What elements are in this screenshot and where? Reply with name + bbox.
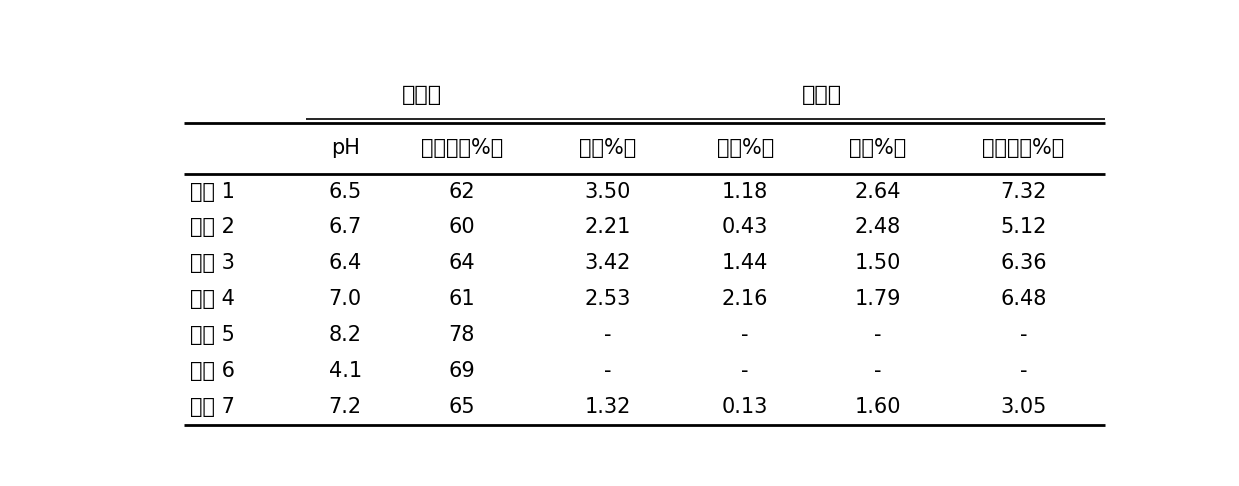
Text: 含水率（%）: 含水率（%） bbox=[421, 139, 503, 158]
Text: 7.32: 7.32 bbox=[1000, 182, 1047, 202]
Text: 配方 1: 配方 1 bbox=[190, 182, 234, 202]
Text: 钾（%）: 钾（%） bbox=[849, 139, 906, 158]
Text: 1.44: 1.44 bbox=[722, 253, 768, 274]
Text: -: - bbox=[1020, 325, 1027, 345]
Text: 1.60: 1.60 bbox=[855, 397, 901, 417]
Text: 78: 78 bbox=[449, 325, 475, 345]
Text: 配方 2: 配方 2 bbox=[190, 217, 234, 238]
Text: 61: 61 bbox=[449, 289, 475, 309]
Text: -: - bbox=[741, 325, 750, 345]
Text: 配方 4: 配方 4 bbox=[190, 289, 234, 309]
Text: 69: 69 bbox=[449, 361, 476, 381]
Text: 发酵后: 发酵后 bbox=[802, 85, 843, 104]
Text: -: - bbox=[873, 361, 881, 381]
Text: 总养分（%）: 总养分（%） bbox=[983, 139, 1064, 158]
Text: 7.0: 7.0 bbox=[328, 289, 362, 309]
Text: 3.05: 3.05 bbox=[1000, 397, 1047, 417]
Text: 2.21: 2.21 bbox=[585, 217, 631, 238]
Text: 6.7: 6.7 bbox=[328, 217, 362, 238]
Text: 2.48: 2.48 bbox=[855, 217, 901, 238]
Text: 6.48: 6.48 bbox=[1000, 289, 1047, 309]
Text: 发酵前: 发酵前 bbox=[401, 85, 442, 104]
Text: 配方 7: 配方 7 bbox=[190, 397, 234, 417]
Text: 3.42: 3.42 bbox=[585, 253, 631, 274]
Text: 配方 3: 配方 3 bbox=[190, 253, 234, 274]
Text: 6.5: 6.5 bbox=[328, 182, 362, 202]
Text: 6.36: 6.36 bbox=[1000, 253, 1047, 274]
Text: 5.12: 5.12 bbox=[1000, 217, 1047, 238]
Text: 磷（%）: 磷（%） bbox=[716, 139, 774, 158]
Text: 6.4: 6.4 bbox=[328, 253, 362, 274]
Text: -: - bbox=[1020, 361, 1027, 381]
Text: 1.50: 1.50 bbox=[855, 253, 901, 274]
Text: -: - bbox=[603, 325, 611, 345]
Text: 配方 6: 配方 6 bbox=[190, 361, 234, 381]
Text: 1.18: 1.18 bbox=[722, 182, 768, 202]
Text: 2.64: 2.64 bbox=[855, 182, 901, 202]
Text: -: - bbox=[603, 361, 611, 381]
Text: 配方 5: 配方 5 bbox=[190, 325, 234, 345]
Text: 7.2: 7.2 bbox=[328, 397, 362, 417]
Text: 4.1: 4.1 bbox=[328, 361, 362, 381]
Text: pH: pH bbox=[331, 139, 359, 158]
Text: 65: 65 bbox=[449, 397, 475, 417]
Text: -: - bbox=[873, 325, 881, 345]
Text: 氮（%）: 氮（%） bbox=[579, 139, 636, 158]
Text: 62: 62 bbox=[449, 182, 475, 202]
Text: 1.32: 1.32 bbox=[585, 397, 631, 417]
Text: 1.79: 1.79 bbox=[855, 289, 901, 309]
Text: 3.50: 3.50 bbox=[585, 182, 631, 202]
Text: 0.13: 0.13 bbox=[722, 397, 768, 417]
Text: 0.43: 0.43 bbox=[722, 217, 768, 238]
Text: 60: 60 bbox=[449, 217, 475, 238]
Text: 2.16: 2.16 bbox=[722, 289, 768, 309]
Text: 2.53: 2.53 bbox=[585, 289, 631, 309]
Text: 8.2: 8.2 bbox=[328, 325, 362, 345]
Text: -: - bbox=[741, 361, 750, 381]
Text: 64: 64 bbox=[449, 253, 475, 274]
